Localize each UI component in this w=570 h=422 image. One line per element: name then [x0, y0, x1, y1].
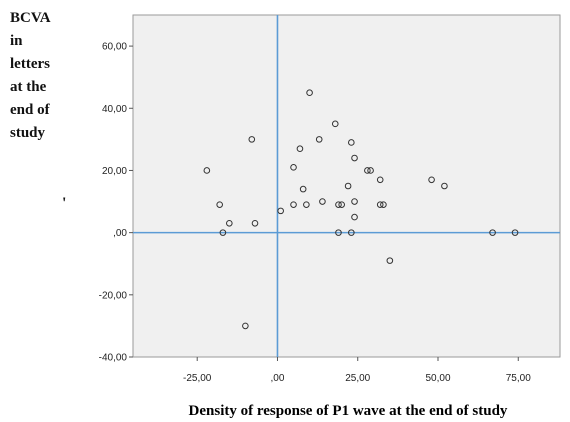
data-point: [216, 201, 223, 208]
y-axis-label-line: study: [10, 125, 46, 141]
stray-mark: ': [62, 195, 66, 212]
data-point: [441, 182, 448, 190]
x-tick-label: 50,00: [425, 373, 450, 384]
data-point: [367, 167, 374, 174]
data-point: [511, 229, 519, 236]
data-point: [203, 167, 211, 174]
data-point: [226, 220, 233, 227]
data-point: [335, 201, 342, 208]
y-tick-label: 40,00: [102, 104, 127, 115]
y-axis-label-line: in: [10, 33, 23, 49]
data-point: [335, 229, 342, 236]
y-axis-label: BCVA in letters at the end of study: [10, 10, 51, 141]
data-points: [203, 89, 519, 330]
data-point: [296, 145, 304, 152]
data-point: [351, 198, 358, 205]
y-axis-label-line: end of: [10, 102, 51, 118]
y-axis-ticks: 60,00 40,00 20,00 ,00 -20,00 -40,00: [99, 42, 133, 364]
x-axis-ticks: -25,00 ,00 25,00 50,00 75,00: [183, 357, 531, 384]
data-point: [428, 176, 435, 184]
data-point: [319, 198, 326, 205]
data-point: [303, 201, 310, 208]
data-point: [489, 229, 496, 236]
data-point: [364, 167, 371, 174]
data-point: [380, 201, 387, 208]
y-tick-label: -20,00: [99, 290, 128, 301]
data-point: [248, 136, 256, 143]
plot-area: [132, 14, 561, 358]
data-point: [376, 201, 384, 208]
data-point: [351, 213, 358, 221]
y-tick-label: ,00: [113, 228, 127, 239]
data-point: [351, 154, 358, 162]
y-tick-label: -40,00: [99, 353, 128, 364]
x-tick-label: -25,00: [183, 373, 212, 384]
x-axis-label: Density of response of P1 wave at the en…: [189, 403, 508, 419]
data-point: [331, 120, 339, 128]
data-point: [219, 229, 227, 236]
x-tick-label: 75,00: [506, 373, 531, 384]
data-point: [299, 185, 307, 193]
data-point: [348, 229, 355, 236]
reference-lines: [133, 15, 560, 357]
data-point: [348, 139, 355, 146]
data-point: [306, 89, 313, 97]
data-point: [251, 220, 259, 227]
data-point: [315, 136, 323, 143]
data-point: [338, 201, 345, 208]
data-point: [376, 176, 384, 184]
x-tick-label: ,00: [271, 373, 285, 384]
data-point: [277, 207, 284, 215]
x-tick-label: 25,00: [345, 373, 370, 384]
data-point: [242, 322, 249, 330]
data-point: [386, 257, 394, 264]
data-point: [344, 182, 352, 190]
y-axis-label-line: letters: [10, 56, 50, 72]
data-point: [290, 164, 297, 171]
y-axis-label-line: BCVA: [10, 10, 51, 26]
y-tick-label: 60,00: [102, 42, 127, 53]
y-tick-label: 20,00: [102, 166, 127, 177]
data-point: [290, 201, 297, 208]
y-axis-label-line: at the: [10, 79, 47, 95]
